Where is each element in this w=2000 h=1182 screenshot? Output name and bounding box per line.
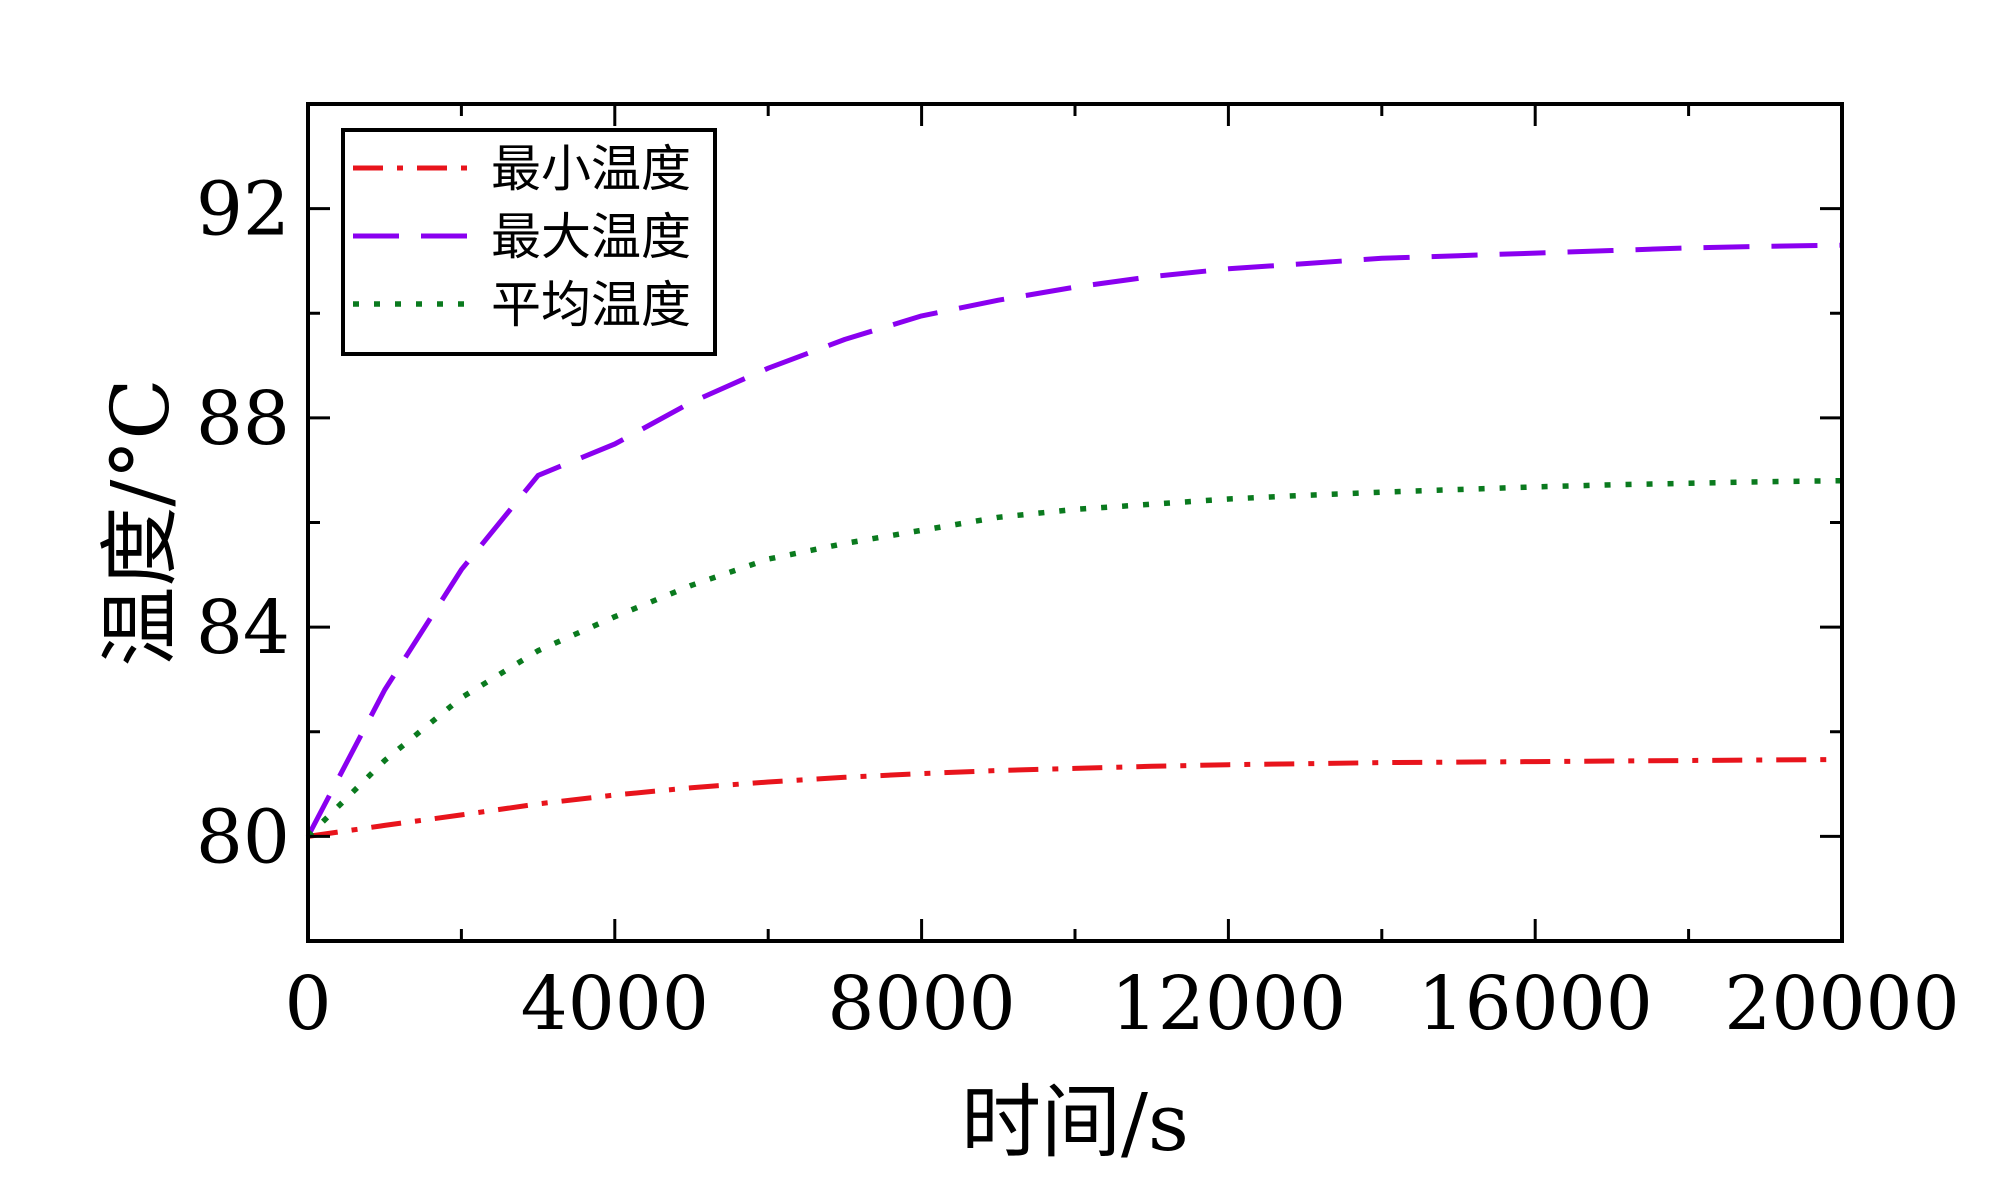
series-line: [306, 477, 1843, 839]
series-line: [307, 757, 1843, 839]
x-tick-label: 8000: [827, 961, 1015, 1047]
x-tick-label: 4000: [521, 961, 709, 1047]
series-layer: [305, 242, 1843, 839]
x-tick-label: 20000: [1724, 961, 1959, 1047]
x-tick-label: 12000: [1111, 961, 1346, 1047]
y-tick-label: 84: [196, 585, 290, 671]
legend-label: 平均温度: [491, 276, 691, 334]
series-line: [305, 242, 1843, 838]
y-tick-label: 80: [196, 794, 290, 880]
y-axis-title: 温度/°C: [94, 378, 187, 666]
x-tick-label: 16000: [1417, 961, 1652, 1047]
ticks-layer: [306, 102, 1844, 943]
x-axis-title: 时间/s: [961, 1076, 1189, 1169]
legend-box: [341, 128, 717, 356]
tick-labels-layer: 0 4000 8000 12000 16000 20000 80 84 88 92: [196, 167, 1960, 1047]
y-tick-label: 92: [196, 167, 290, 253]
legend-label: 最大温度: [491, 208, 691, 266]
x-tick-label: 0: [284, 961, 331, 1047]
y-tick-label: 88: [196, 376, 290, 462]
legend-label: 最小温度: [491, 140, 691, 198]
